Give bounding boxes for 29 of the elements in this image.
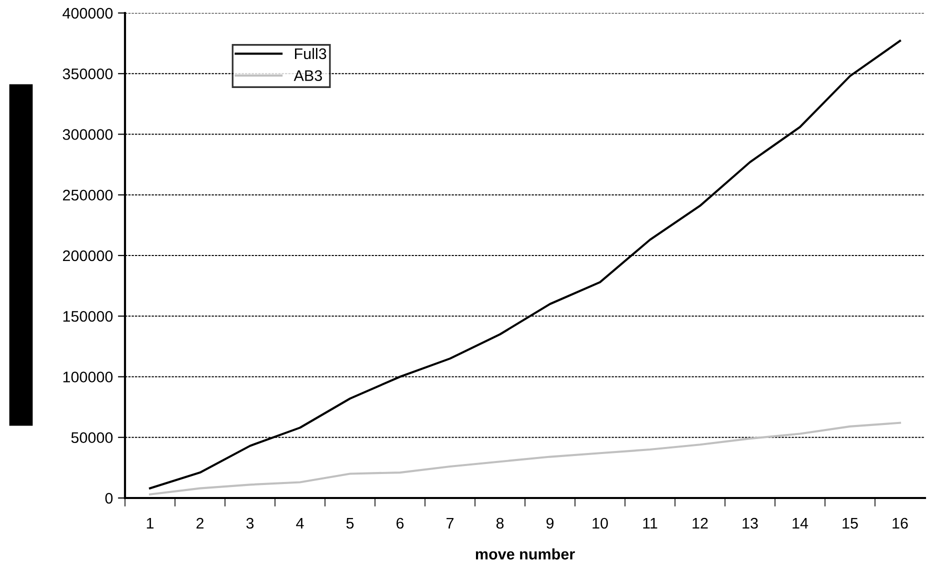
- x-tick-label: 8: [496, 518, 504, 529]
- y-tick-label: 300000: [62, 129, 113, 140]
- x-tick-label: 1: [146, 518, 154, 529]
- y-tick-label: 250000: [62, 190, 113, 201]
- y-tick-label: 50000: [71, 432, 113, 444]
- x-tick-label: 2: [196, 518, 204, 529]
- y-tick-label: 100000: [63, 372, 113, 382]
- x-axis-title: move number: [476, 548, 575, 560]
- x-tick-label: 9: [546, 518, 554, 529]
- legend-label: AB3: [294, 70, 322, 82]
- x-tick-label: 14: [792, 518, 808, 529]
- x-tick-label: 6: [396, 518, 404, 529]
- x-tick-label: 15: [842, 518, 858, 529]
- legend-label: Full3: [295, 48, 326, 60]
- x-tick-label: 16: [892, 518, 908, 529]
- line-series: [148, 422, 902, 496]
- x-tick-label: 7: [446, 518, 454, 529]
- y-tick-label: 0: [105, 492, 113, 504]
- x-tick-label: 11: [643, 518, 658, 529]
- x-tick-label: 13: [742, 518, 758, 529]
- x-tick-label: 10: [592, 518, 608, 529]
- x-tick-label: 3: [246, 518, 254, 529]
- y-tick-label: 400000: [62, 8, 113, 19]
- x-tick-label: 5: [346, 518, 354, 529]
- x-tick-label: 4: [296, 518, 304, 529]
- y-tick-label: 200000: [62, 250, 113, 262]
- y-tick-label: 350000: [62, 68, 113, 80]
- x-tick-label: 12: [692, 518, 708, 529]
- y-tick-label: 150000: [63, 310, 113, 322]
